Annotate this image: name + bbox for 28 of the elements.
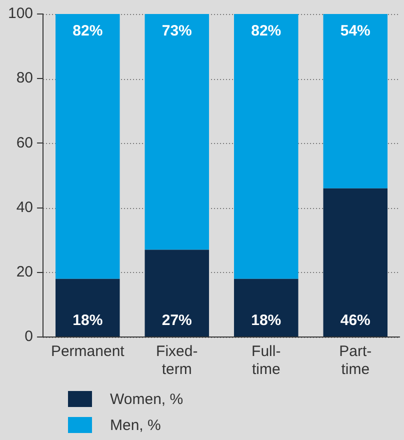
data-label: 73% — [162, 22, 192, 40]
x-tick-label: Part-time — [339, 343, 372, 378]
y-tick-label: 0 — [24, 328, 34, 346]
data-label: 54% — [340, 22, 370, 40]
data-label: 18% — [72, 312, 103, 330]
y-tick-label: 40 — [16, 198, 34, 216]
bar — [144, 250, 210, 336]
y-tick-label: 20 — [16, 264, 34, 281]
y-tick-label: 80 — [16, 70, 34, 87]
legend-label: Men, % — [110, 416, 161, 434]
data-label: 82% — [251, 22, 282, 40]
bar — [234, 14, 298, 279]
legend-label: Women, % — [110, 390, 184, 408]
data-label: 18% — [251, 312, 282, 330]
bar — [144, 14, 210, 250]
x-tick-label: Fixed-term — [156, 343, 198, 378]
data-label: 82% — [72, 22, 103, 40]
data-label: 46% — [340, 312, 370, 330]
bar — [56, 14, 120, 279]
bar — [234, 278, 298, 336]
x-tick-label: Full-time — [252, 343, 281, 378]
data-label: 27% — [162, 312, 192, 330]
bar — [56, 278, 120, 336]
y-tick-label: 100 — [8, 5, 34, 22]
y-tick-label: 60 — [16, 134, 34, 152]
x-tick-label: Permanent — [50, 343, 126, 360]
bar — [323, 14, 388, 188]
bar — [323, 188, 388, 336]
